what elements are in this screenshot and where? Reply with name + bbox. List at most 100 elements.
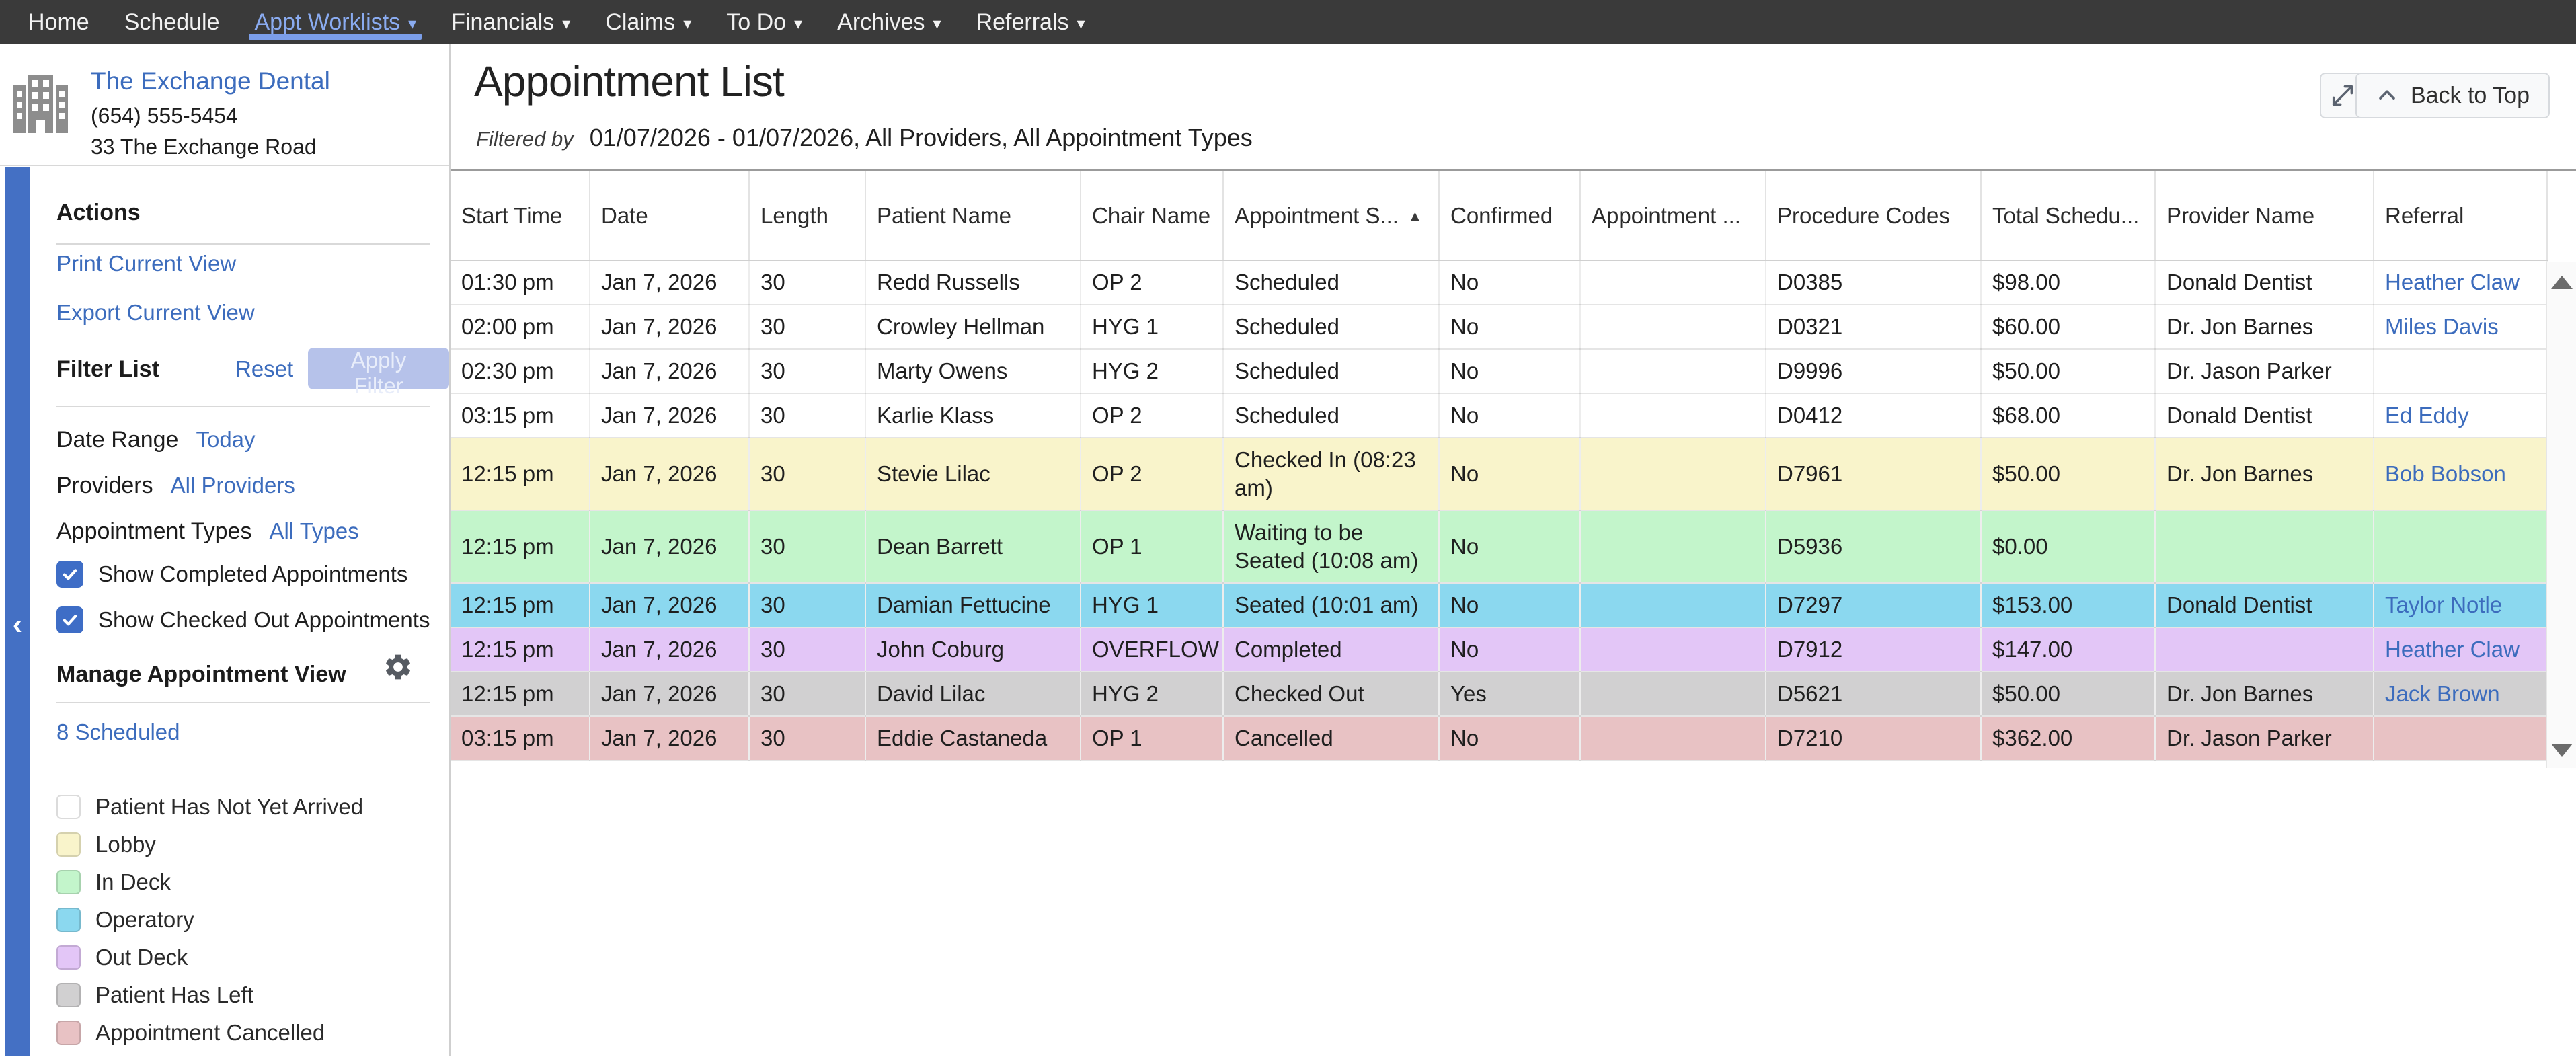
cell-total: $50.00 xyxy=(1981,438,2156,511)
checkbox-checked[interactable] xyxy=(56,606,83,633)
filter-value-link[interactable]: All Providers xyxy=(170,473,295,498)
cell-confirmed: No xyxy=(1439,627,1581,672)
cell-status: Seated (10:01 am) xyxy=(1223,583,1440,628)
filter-value-link[interactable]: All Types xyxy=(269,518,359,543)
cell-referral[interactable]: Ed Eddy xyxy=(2374,393,2548,438)
column-header-total-schedu[interactable]: Total Schedu... xyxy=(1981,171,2156,261)
legend-swatch xyxy=(56,795,81,819)
legend-swatch xyxy=(56,870,81,894)
cell-status: Scheduled xyxy=(1223,305,1440,350)
cell-status: Scheduled xyxy=(1223,393,1440,438)
cell-start_time: 01:30 pm xyxy=(451,260,590,305)
practice-name-link[interactable]: The Exchange Dental xyxy=(91,67,330,95)
practice-address: 33 The Exchange Road xyxy=(91,134,317,159)
cell-start_time: 02:00 pm xyxy=(451,305,590,350)
cell-provider xyxy=(2155,627,2374,672)
column-header-start-time[interactable]: Start Time xyxy=(451,171,590,261)
filter-list-heading: Filter List xyxy=(56,356,160,382)
filter-label: Providers xyxy=(56,473,153,498)
nav-item-label: Archives xyxy=(837,9,925,35)
cell-start_time: 12:15 pm xyxy=(451,583,590,628)
cell-referral[interactable]: Miles Davis xyxy=(2374,305,2548,350)
nav-item-schedule[interactable]: Schedule xyxy=(124,0,220,44)
cell-provider: Dr. Jon Barnes xyxy=(2155,305,2374,350)
gear-icon[interactable] xyxy=(383,652,414,686)
cell-total: $153.00 xyxy=(1981,583,2156,628)
cell-chair: HYG 2 xyxy=(1081,349,1224,394)
filter-value-link[interactable]: Today xyxy=(196,427,256,452)
nav-item-financials[interactable]: Financials ▾ xyxy=(451,0,570,44)
column-header-provider-name[interactable]: Provider Name xyxy=(2155,171,2374,261)
column-header-date[interactable]: Date xyxy=(590,171,750,261)
collapse-sidebar-icon[interactable]: ‹ xyxy=(12,608,23,641)
cell-referral[interactable]: Heather Claw xyxy=(2374,260,2548,305)
cell-date: Jan 7, 2026 xyxy=(590,349,750,394)
column-header-procedure-codes[interactable]: Procedure Codes xyxy=(1766,171,1982,261)
cell-start_time: 02:30 pm xyxy=(451,349,590,394)
cell-appt_extra xyxy=(1580,260,1766,305)
legend-item-operatory: Operatory xyxy=(56,906,363,933)
apply-filter-button[interactable]: Apply Filter xyxy=(308,348,449,398)
chevron-up-icon xyxy=(2376,84,2398,107)
cell-date: Jan 7, 2026 xyxy=(590,672,750,717)
cell-confirmed: No xyxy=(1439,510,1581,584)
cell-total: $147.00 xyxy=(1981,627,2156,672)
nav-item-label: Referrals xyxy=(976,9,1069,35)
cell-appt_extra xyxy=(1580,716,1766,761)
table-scrollbar[interactable] xyxy=(2546,262,2576,768)
column-header-chair-name[interactable]: Chair Name xyxy=(1081,171,1224,261)
column-header-label: Start Time xyxy=(461,202,563,228)
cell-procedure_codes: D7210 xyxy=(1766,716,1982,761)
action-link-export-current-view[interactable]: Export Current View xyxy=(56,300,255,325)
column-header-patient-name[interactable]: Patient Name xyxy=(865,171,1081,261)
cell-referral[interactable]: Jack Brown xyxy=(2374,672,2548,717)
nav-item-label: Home xyxy=(28,9,89,35)
legend-label: Out Deck xyxy=(95,945,188,970)
cell-appt_extra xyxy=(1580,349,1766,394)
cell-start_time: 12:15 pm xyxy=(451,672,590,717)
cell-provider xyxy=(2155,510,2374,584)
legend-swatch xyxy=(56,983,81,1007)
reset-filter-link[interactable]: Reset xyxy=(235,356,294,381)
chevron-down-icon: ▾ xyxy=(794,14,803,33)
sidebar-rail: ‹ xyxy=(5,167,30,1056)
legend-item-appointment-cancelled: Appointment Cancelled xyxy=(56,1019,363,1046)
cell-confirmed: No xyxy=(1439,260,1581,305)
column-header-appointment[interactable]: Appointment ... xyxy=(1580,171,1766,261)
nav-item-archives[interactable]: Archives ▾ xyxy=(837,0,941,44)
cell-chair: OP 2 xyxy=(1081,438,1224,511)
cell-provider: Dr. Jon Barnes xyxy=(2155,672,2374,717)
cell-length: 30 xyxy=(749,672,866,717)
table-row: 01:30 pm Jan 7, 2026 30 Redd Russells OP 2 Sc… xyxy=(451,260,2548,305)
scheduled-count-link[interactable]: 8 Scheduled xyxy=(56,719,180,744)
scroll-up-icon[interactable] xyxy=(2550,276,2573,289)
cell-appt_extra xyxy=(1580,583,1766,628)
column-header-referral[interactable]: Referral xyxy=(2374,171,2548,261)
column-header-appointment-s[interactable]: Appointment S... ▲ xyxy=(1223,171,1440,261)
cell-date: Jan 7, 2026 xyxy=(590,627,750,672)
legend-label: Patient Has Left xyxy=(95,982,253,1007)
column-header-length[interactable]: Length xyxy=(749,171,866,261)
column-header-label: Patient Name xyxy=(877,202,1011,228)
cell-chair: HYG 1 xyxy=(1081,583,1224,628)
chevron-down-icon: ▾ xyxy=(562,14,571,33)
column-header-confirmed[interactable]: Confirmed xyxy=(1439,171,1581,261)
chevron-down-icon: ▾ xyxy=(408,14,417,33)
nav-item-claims[interactable]: Claims ▾ xyxy=(605,0,691,44)
nav-item-home[interactable]: Home xyxy=(28,0,89,44)
checkbox-checked[interactable] xyxy=(56,561,83,588)
scroll-down-icon[interactable] xyxy=(2550,744,2573,757)
action-link-print-current-view[interactable]: Print Current View xyxy=(56,251,237,276)
cell-confirmed: No xyxy=(1439,349,1581,394)
table-row: 12:15 pm Jan 7, 2026 30 David Lilac HYG 2 Che… xyxy=(451,672,2548,717)
cell-referral[interactable]: Heather Claw xyxy=(2374,627,2548,672)
back-to-top-button[interactable]: Back to Top xyxy=(2355,73,2550,118)
cell-referral[interactable]: Bob Bobson xyxy=(2374,438,2548,511)
nav-item-appt-worklists[interactable]: Appt Worklists ▾ xyxy=(249,0,422,44)
cell-patient: Redd Russells xyxy=(865,260,1081,305)
cell-referral[interactable]: Taylor Notle xyxy=(2374,583,2548,628)
cell-date: Jan 7, 2026 xyxy=(590,716,750,761)
table-row: 03:15 pm Jan 7, 2026 30 Eddie Castaneda OP 1… xyxy=(451,716,2548,761)
nav-item-referrals[interactable]: Referrals ▾ xyxy=(976,0,1085,44)
nav-item-to-do[interactable]: To Do ▾ xyxy=(726,0,802,44)
